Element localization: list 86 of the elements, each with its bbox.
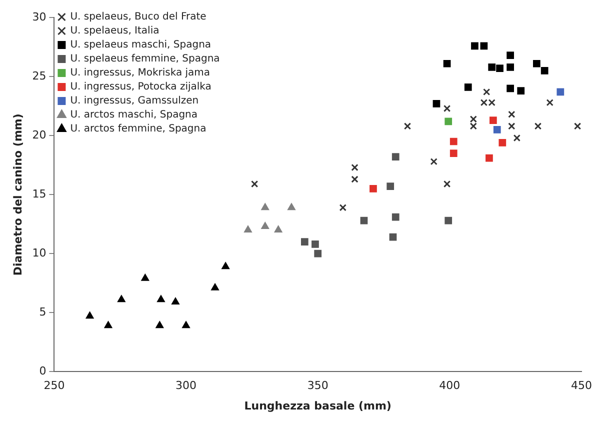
point bbox=[540, 67, 548, 74]
legend-label: U. spelaeus, Italia bbox=[70, 26, 160, 37]
y-tick-label: 5 bbox=[39, 305, 46, 318]
point bbox=[444, 118, 452, 126]
y-tick-label: 20 bbox=[32, 128, 46, 142]
point bbox=[261, 222, 270, 229]
point bbox=[430, 158, 438, 166]
point bbox=[480, 42, 488, 50]
point bbox=[488, 63, 496, 71]
point bbox=[404, 122, 412, 130]
y-tick-label: 25 bbox=[32, 69, 46, 82]
point bbox=[117, 295, 126, 302]
point bbox=[498, 139, 506, 146]
point bbox=[506, 84, 514, 92]
x-tick-label: 400 bbox=[439, 379, 460, 392]
point bbox=[450, 138, 458, 146]
point bbox=[496, 64, 504, 72]
point bbox=[508, 122, 516, 130]
point bbox=[533, 60, 540, 68]
point bbox=[517, 87, 525, 94]
y-axis-title: Diametro del canino (mm) bbox=[11, 114, 24, 276]
legend-label: U. ingressus, Potocka zijalka bbox=[70, 82, 212, 93]
x-axis-title: Lunghezza basale (mm) bbox=[244, 399, 392, 412]
legend-label: U. ingressus, Gamssulzen bbox=[70, 96, 199, 107]
point bbox=[351, 164, 358, 172]
point bbox=[104, 321, 112, 328]
point bbox=[172, 297, 180, 304]
point bbox=[506, 63, 514, 71]
legend-label: U. spelaeus maschi, Spagna bbox=[70, 40, 212, 51]
point bbox=[444, 216, 452, 224]
point bbox=[471, 42, 478, 50]
legend-label: U. spelaeus femmine, Spagna bbox=[70, 54, 220, 65]
point bbox=[392, 213, 400, 221]
point bbox=[386, 182, 394, 190]
point bbox=[288, 203, 296, 210]
x-tick-label: 250 bbox=[44, 379, 65, 392]
y-tick-label: 0 bbox=[39, 364, 46, 378]
point bbox=[261, 203, 270, 210]
point bbox=[486, 154, 493, 162]
point bbox=[360, 216, 368, 224]
x-tick-label: 450 bbox=[571, 379, 592, 392]
point bbox=[508, 110, 516, 118]
point bbox=[443, 60, 451, 68]
point bbox=[244, 226, 252, 232]
point bbox=[450, 150, 458, 157]
point bbox=[489, 116, 497, 124]
legend-label: U. spelaeus, Buco del Frate bbox=[70, 12, 206, 23]
point bbox=[211, 283, 219, 290]
point bbox=[222, 262, 230, 270]
point bbox=[483, 88, 490, 96]
x-tick-label: 350 bbox=[307, 379, 328, 392]
point bbox=[506, 52, 514, 60]
point bbox=[300, 238, 308, 246]
point bbox=[351, 176, 358, 183]
x-tick-label: 300 bbox=[176, 379, 197, 392]
y-tick-label: 10 bbox=[32, 246, 46, 260]
point bbox=[464, 84, 472, 91]
y-tick-label: 30 bbox=[32, 10, 46, 24]
point bbox=[443, 104, 451, 112]
point bbox=[86, 312, 94, 319]
point bbox=[443, 180, 451, 188]
point bbox=[488, 98, 496, 106]
point bbox=[556, 88, 564, 96]
point bbox=[339, 204, 346, 212]
point bbox=[312, 240, 319, 248]
legend-label: U. arctos maschi, Spagna bbox=[70, 110, 198, 121]
point bbox=[156, 321, 164, 328]
point bbox=[389, 233, 397, 241]
y-tick-label: 15 bbox=[32, 187, 46, 200]
point bbox=[574, 122, 582, 130]
point bbox=[182, 321, 190, 328]
point bbox=[314, 250, 322, 258]
point bbox=[480, 98, 488, 106]
point bbox=[432, 100, 440, 108]
point bbox=[141, 274, 150, 281]
point bbox=[370, 185, 377, 192]
point bbox=[534, 122, 542, 130]
point bbox=[250, 180, 258, 188]
legend-label: U. arctos femmine, Spagna bbox=[70, 124, 206, 135]
point bbox=[513, 134, 520, 142]
point bbox=[493, 126, 501, 134]
point bbox=[546, 98, 554, 106]
point bbox=[274, 226, 282, 232]
legend-label: U. ingressus, Mokriska jama bbox=[70, 68, 210, 79]
point bbox=[392, 153, 400, 161]
point bbox=[157, 295, 165, 302]
